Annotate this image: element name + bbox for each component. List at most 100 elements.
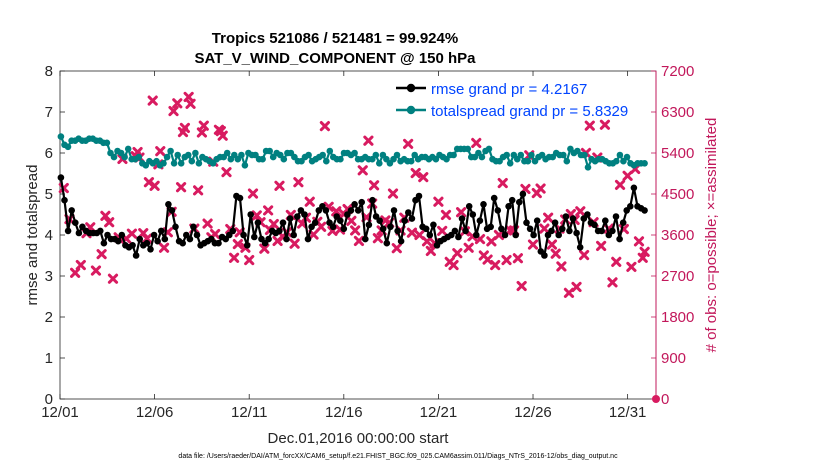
- rmse-point: [562, 213, 570, 220]
- rmse-point: [383, 239, 391, 247]
- totalspread-point: [584, 164, 592, 171]
- obs-assimilated-point: [96, 249, 107, 260]
- rmse-point: [379, 225, 387, 233]
- obs-assimilated-point: [512, 253, 523, 264]
- obs-assimilated-point: [546, 239, 558, 250]
- obs-assimilated-point: [217, 130, 228, 141]
- y-tick-label: 7: [45, 104, 53, 121]
- obs-assimilated-point: [319, 121, 330, 132]
- totalspread-point: [485, 145, 493, 153]
- legend-spread-label: totalspread grand pr = 5.8329: [431, 103, 628, 120]
- obs-assimilated-point: [410, 167, 421, 179]
- rmse-point: [415, 192, 423, 200]
- rmse-point: [397, 237, 405, 245]
- rmse-point: [362, 235, 369, 243]
- rmse-point: [473, 231, 480, 239]
- rmse-point: [501, 231, 509, 239]
- rmse-point: [426, 231, 434, 239]
- obs-assimilated-point: [425, 245, 436, 257]
- legend: rmse grand pr = 4.2167 totalspread grand…: [396, 81, 628, 120]
- obs-assimilated-point: [626, 261, 637, 272]
- rmse-point: [186, 235, 194, 243]
- obs-assimilated-point: [539, 223, 550, 234]
- y-tick-label: 5: [45, 186, 53, 203]
- obs-assimilated-point: [421, 236, 433, 247]
- totalspread-point: [326, 147, 334, 155]
- x-tick-label: 12/26: [514, 404, 552, 421]
- obs-assimilated-point: [331, 206, 342, 217]
- obs-assimilated-point: [433, 196, 444, 207]
- obs-assimilated-point: [535, 183, 546, 194]
- y-tick-label: 2: [45, 309, 53, 326]
- obs-assimilated-point: [414, 229, 425, 241]
- rmse-point: [458, 215, 466, 222]
- totalspread-point: [185, 151, 192, 159]
- rmse-point: [555, 231, 562, 239]
- rmse-point: [236, 194, 244, 202]
- rmse-point: [519, 190, 527, 198]
- totalspread-point: [372, 151, 380, 159]
- obs-zero-marker: [652, 395, 660, 403]
- right-axis: 0 900 1800 2700 3600 4500 5400 6300 7200: [651, 63, 694, 408]
- rmse-point: [451, 227, 459, 235]
- rmse-point: [283, 235, 290, 243]
- obs-assimilated-point: [179, 122, 190, 134]
- rmse-point: [172, 223, 179, 231]
- rmse-point: [476, 217, 484, 224]
- rmse-point: [132, 252, 140, 259]
- obs-assimilated-point: [244, 254, 255, 266]
- totalspread-point: [64, 143, 72, 151]
- y-tick-label: 3: [45, 268, 53, 285]
- obs-assimilated-point: [463, 242, 474, 253]
- obs-assimilated-point: [221, 167, 232, 178]
- rmse-point: [490, 194, 498, 202]
- rmse-point: [526, 225, 534, 233]
- rmse-point: [68, 207, 75, 214]
- rmse-point: [569, 215, 577, 222]
- obs-assimilated-point: [232, 239, 243, 250]
- rmse-point: [304, 235, 312, 243]
- rmse-point: [541, 252, 548, 259]
- obs-assimilated-point: [346, 215, 357, 226]
- totalspread-point: [223, 149, 231, 157]
- totalspread-point: [192, 149, 199, 157]
- rmse-point: [465, 203, 473, 210]
- rmse-point: [294, 213, 301, 220]
- totalspread-point: [351, 149, 358, 157]
- rmse-point: [612, 213, 620, 220]
- rmse-point: [57, 174, 65, 181]
- obs-assimilated-point: [497, 177, 508, 189]
- x-tick-label: 12/06: [136, 404, 174, 421]
- rmse-point: [290, 231, 298, 239]
- obs-assimilated-point: [486, 236, 497, 247]
- totalspread-point: [524, 157, 532, 165]
- totalspread-point: [376, 160, 383, 167]
- obs-assimilated-point: [202, 218, 213, 229]
- rmse-point: [157, 227, 165, 235]
- obs-assimilated-point: [575, 206, 586, 217]
- obs-assimilated-point: [543, 212, 554, 223]
- totalspread-point: [450, 151, 457, 159]
- rmse-point: [462, 227, 469, 235]
- y-tick-label: 6: [45, 145, 53, 162]
- totalspread-point: [174, 151, 181, 159]
- obs-assimilated-point: [456, 207, 467, 218]
- obs-assimilated-point: [357, 165, 368, 176]
- y-tick-label: 1: [45, 350, 53, 367]
- totalspread-point: [167, 147, 174, 155]
- rmse-point: [354, 207, 362, 214]
- obs-assimilated-point: [471, 137, 482, 149]
- rmse-point: [422, 225, 430, 233]
- rmse-point: [358, 198, 366, 206]
- rmse-point: [190, 223, 197, 231]
- legend-rmse-label: rmse grand pr = 4.2167: [431, 81, 587, 98]
- totalspread-point: [616, 151, 624, 159]
- rmse-point: [286, 215, 294, 222]
- rmse-point: [369, 196, 376, 204]
- obs-assimilated-point: [289, 238, 300, 249]
- obs-assimilated-point: [493, 229, 505, 241]
- x-tick-label: 12/11: [231, 404, 267, 421]
- obs-assimilated-point: [633, 236, 645, 247]
- rmse-point: [311, 219, 319, 226]
- totalspread-point: [280, 155, 288, 163]
